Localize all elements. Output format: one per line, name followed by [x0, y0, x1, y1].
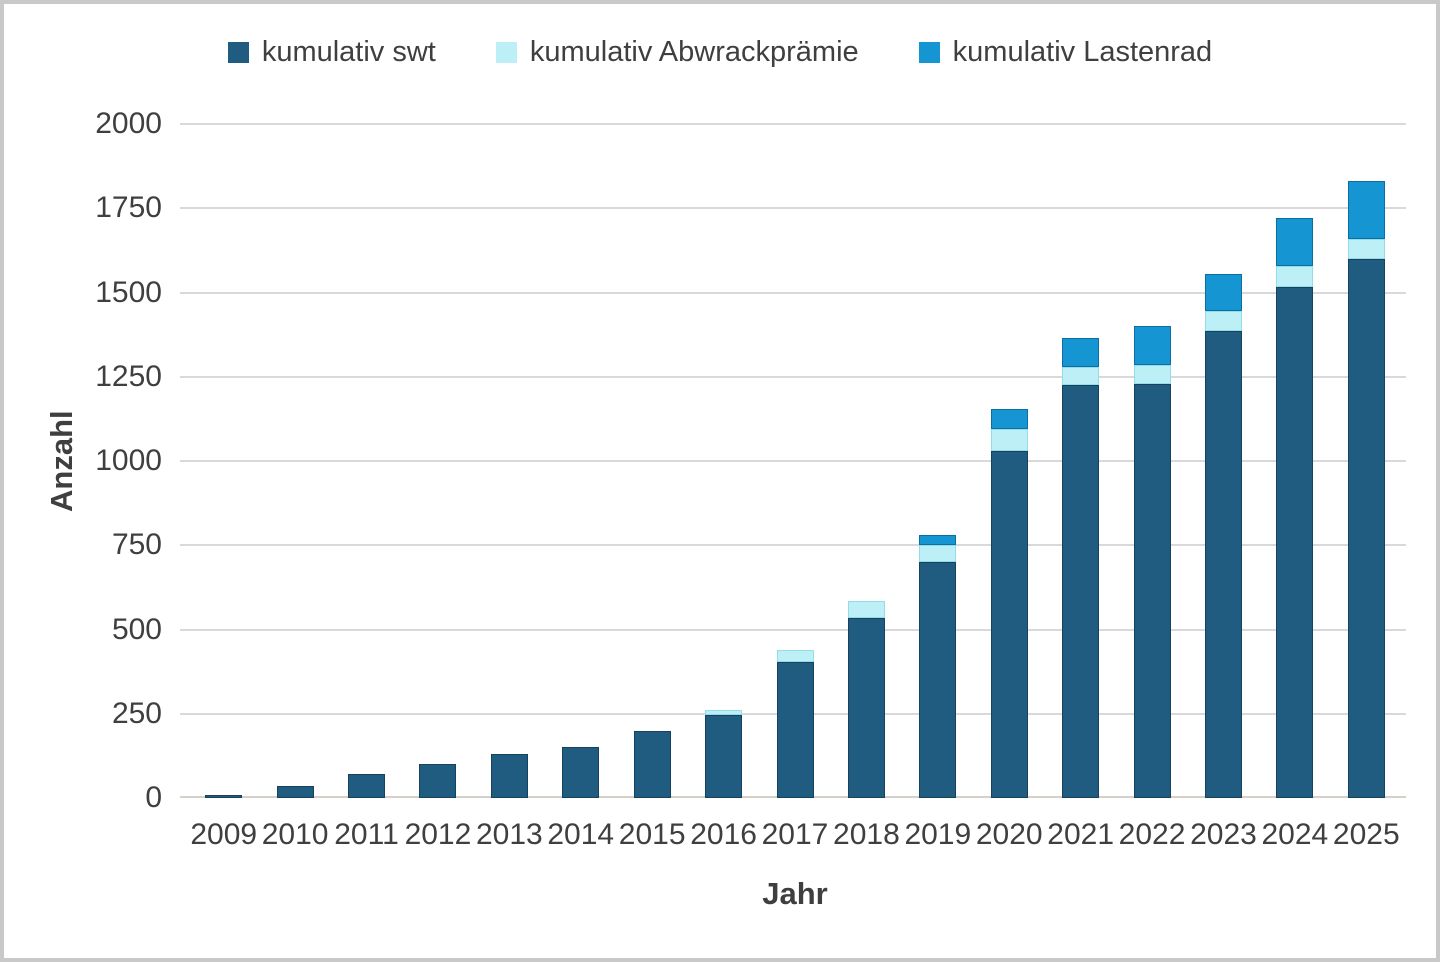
x-tick-label-2025: 2025	[1332, 818, 1400, 851]
y-tick-label-500: 500	[111, 612, 162, 646]
y-tick-label-1500: 1500	[95, 275, 162, 309]
x-tick-label-2013: 2013	[475, 818, 543, 851]
bar-segment-2017-series-1	[776, 649, 814, 662]
bar-stack-2021	[1062, 338, 1100, 798]
x-tick-label-2024: 2024	[1261, 818, 1329, 851]
bar-stack-2010	[276, 786, 314, 798]
legend-item-2: kumulativ Lastenrad	[918, 36, 1213, 69]
x-tick-label-2022: 2022	[1118, 818, 1186, 851]
gridline-1250	[180, 375, 1406, 378]
bar-segment-2012-series-0	[419, 764, 457, 798]
gridline-1000	[180, 460, 1406, 462]
gridline-1750	[180, 207, 1406, 210]
bar-segment-2021-series-1	[1062, 366, 1100, 386]
plot-area	[180, 123, 1406, 798]
bar-segment-2018-series-0	[847, 617, 885, 798]
x-tick-label-2011: 2011	[334, 818, 399, 851]
bar-stack-2011	[348, 774, 386, 798]
y-tick-label-1250: 1250	[95, 359, 162, 393]
x-tick-label-2023: 2023	[1190, 818, 1257, 851]
bar-stack-2012	[419, 764, 457, 798]
x-tick-label-2015: 2015	[618, 818, 686, 851]
bar-stack-2016	[705, 710, 743, 798]
bar-segment-2024-series-2	[1276, 218, 1314, 266]
y-tick-label-0: 0	[145, 781, 162, 814]
bar-stack-2019	[919, 535, 957, 798]
bar-segment-2025-series-2	[1347, 181, 1385, 239]
bar-segment-2011-series-0	[348, 774, 386, 798]
bar-segment-2023-series-0	[1204, 331, 1242, 798]
bar-segment-2019-series-2	[919, 535, 957, 546]
bar-stack-2025	[1347, 181, 1385, 798]
y-tick-label-2000: 2000	[95, 107, 162, 140]
legend-swatch-icon	[495, 42, 517, 63]
x-tick-label-2010: 2010	[261, 818, 329, 851]
y-tick-label-1000: 1000	[95, 444, 162, 477]
bar-segment-2016-series-1	[705, 710, 743, 716]
x-tick-label-2014: 2014	[547, 818, 615, 851]
x-tick-label-2020: 2020	[975, 818, 1043, 851]
legend-label: kumulativ Lastenrad	[952, 36, 1213, 68]
bar-stack-2018	[847, 600, 885, 798]
bar-stack-2022	[1133, 326, 1171, 798]
x-axis-tick-labels: 2009 2010 2011 2012 2013 2014 2015 2016 2017 2018…	[188, 818, 1402, 858]
bar-stack-2017	[776, 649, 814, 798]
gridline-2000	[180, 123, 1406, 125]
bar-segment-2022-series-2	[1133, 326, 1171, 365]
legend-item-0: kumulativ swt	[227, 36, 436, 69]
bar-segment-2025-series-0	[1347, 258, 1385, 798]
x-tick-label-2012: 2012	[404, 818, 472, 851]
bar-segment-2024-series-0	[1276, 287, 1314, 798]
legend-label: kumulativ swt	[261, 36, 436, 68]
legend-swatch-icon	[227, 42, 249, 63]
bar-segment-2018-series-1	[847, 600, 885, 618]
x-tick-label-2019: 2019	[904, 818, 972, 851]
y-tick-label-250: 250	[111, 696, 162, 730]
y-tick-label-1750: 1750	[95, 191, 162, 225]
x-tick-label-2016: 2016	[690, 818, 757, 851]
bar-segment-2020-series-0	[990, 450, 1028, 798]
legend-label: kumulativ Abwrackprämie	[529, 36, 859, 68]
y-tick-label-750: 750	[111, 528, 162, 562]
gridline-500	[180, 628, 1406, 631]
x-tick-label-2017: 2017	[761, 818, 829, 851]
bar-stack-2020	[990, 408, 1028, 798]
bar-segment-2019-series-0	[919, 562, 957, 798]
legend-swatch-icon	[918, 42, 940, 63]
bar-segment-2020-series-1	[990, 429, 1028, 451]
bar-segment-2025-series-1	[1347, 238, 1385, 259]
bar-segment-2009-series-0	[205, 794, 243, 798]
bar-stack-2013	[490, 754, 528, 798]
bar-segment-2021-series-0	[1062, 385, 1100, 798]
y-axis-tick-labels: 0 250 500 750 1000 1250 1500 1750 2000	[0, 107, 162, 814]
bar-segment-2021-series-2	[1062, 338, 1100, 367]
bar-segment-2019-series-1	[919, 545, 957, 563]
bar-segment-2023-series-2	[1204, 273, 1242, 312]
bar-stack-2014	[562, 747, 600, 798]
bar-segment-2023-series-1	[1204, 311, 1242, 332]
bar-stack-2023	[1204, 273, 1242, 798]
bar-segment-2022-series-1	[1133, 364, 1171, 384]
bar-segment-2015-series-0	[633, 730, 671, 798]
x-axis-title: Jahr	[762, 876, 828, 911]
x-tick-label-2009: 2009	[190, 818, 258, 851]
gridline-750	[180, 544, 1406, 547]
bar-stack-2024	[1276, 218, 1314, 798]
bar-segment-2022-series-0	[1133, 383, 1171, 798]
x-tick-label-2018: 2018	[833, 818, 900, 851]
bar-stack-2015	[633, 730, 671, 798]
bar-segment-2013-series-0	[490, 754, 528, 798]
bar-segment-2020-series-2	[990, 408, 1028, 429]
bar-segment-2016-series-0	[705, 715, 743, 798]
bar-segment-2014-series-0	[562, 747, 600, 798]
x-tick-label-2021: 2021	[1047, 818, 1115, 851]
bar-segment-2010-series-0	[276, 786, 314, 798]
legend-item-1: kumulativ Abwrackprämie	[495, 36, 859, 69]
bar-stack-2009	[205, 794, 243, 798]
legend: kumulativ swt kumulativ Abwrackprämie kumu…	[0, 36, 1440, 69]
gridline-1500	[180, 291, 1406, 294]
bar-segment-2024-series-1	[1276, 265, 1314, 288]
bar-segment-2017-series-0	[776, 661, 814, 798]
